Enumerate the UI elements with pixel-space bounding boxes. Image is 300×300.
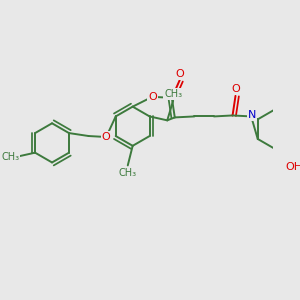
Text: OH: OH [285,162,300,172]
Text: CH₃: CH₃ [1,152,20,162]
Text: O: O [175,69,184,79]
Text: N: N [248,110,256,120]
Text: O: O [148,92,157,102]
Text: CH₃: CH₃ [164,88,182,99]
Text: O: O [231,84,240,94]
Text: CH₃: CH₃ [119,167,137,178]
Text: O: O [102,132,111,142]
